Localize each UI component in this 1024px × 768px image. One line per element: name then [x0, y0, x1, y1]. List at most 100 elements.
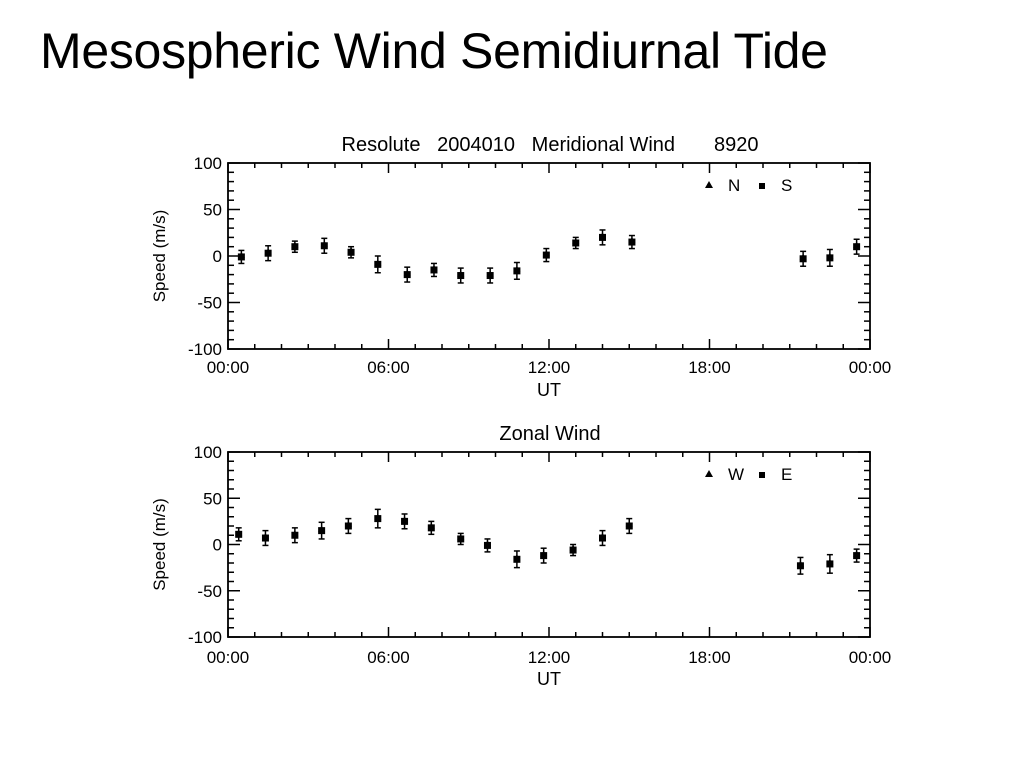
data-point — [599, 229, 606, 246]
y-tick-label: 100 — [194, 443, 222, 462]
slide-title: Mesospheric Wind Semidiurnal Tide — [40, 23, 828, 79]
triangle-marker — [374, 259, 382, 266]
triangle-marker — [261, 533, 269, 540]
triangle-marker — [853, 241, 861, 248]
legend-triangle-marker — [705, 181, 713, 188]
triangle-marker — [291, 530, 299, 537]
x-tick-label: 18:00 — [688, 358, 731, 377]
data-point — [853, 548, 861, 563]
chart-panel-1: Resolute 2004010 Meridional Wind 8920 00:… — [150, 134, 891, 400]
legend-label: W — [728, 465, 744, 484]
data-point — [799, 250, 807, 267]
data-point — [430, 262, 438, 278]
data-point — [427, 520, 435, 536]
legend-square-marker — [759, 183, 765, 189]
data-point — [344, 517, 352, 535]
triangle-marker — [483, 540, 491, 547]
triangle-marker — [235, 529, 243, 536]
y-tick-label: -100 — [188, 628, 222, 647]
data-point — [826, 248, 834, 267]
triangle-marker — [542, 250, 550, 257]
data-point — [401, 513, 409, 530]
data-point — [628, 234, 636, 250]
y-tick-label: 50 — [203, 201, 222, 220]
chart-title: Resolute 2004010 Meridional Wind 8920 — [342, 134, 759, 156]
triangle-marker — [430, 264, 438, 271]
data-point — [318, 521, 326, 540]
y-tick-label: -100 — [188, 340, 222, 359]
data-point — [374, 508, 382, 529]
data-point — [483, 538, 491, 553]
x-tick-label: 18:00 — [688, 648, 731, 667]
data-point — [796, 556, 804, 575]
y-tick-label: 0 — [213, 247, 222, 266]
data-point — [403, 266, 411, 283]
triangle-marker — [796, 560, 804, 567]
triangle-marker — [625, 521, 633, 527]
triangle-marker — [264, 248, 272, 255]
data-point — [457, 532, 465, 546]
data-point — [320, 237, 328, 254]
x-tick-label: 00:00 — [207, 358, 250, 377]
data-point — [457, 267, 465, 284]
triangle-marker — [374, 513, 382, 520]
chart-title: Zonal Wind — [499, 423, 600, 445]
x-tick-label: 06:00 — [367, 358, 410, 377]
triangle-marker — [599, 533, 606, 540]
x-tick-label: 00:00 — [207, 648, 250, 667]
triangle-marker — [513, 265, 521, 272]
data-point — [853, 238, 861, 255]
data-point — [625, 517, 633, 535]
data-point — [235, 527, 243, 542]
triangle-marker — [401, 516, 409, 523]
x-tick-label: 12:00 — [528, 648, 571, 667]
y-tick-label: 50 — [203, 489, 222, 508]
triangle-marker — [540, 550, 548, 557]
x-axis-label: UT — [537, 380, 561, 400]
triangle-marker — [628, 237, 636, 244]
y-tick-label: -50 — [197, 294, 222, 313]
data-point — [264, 245, 272, 262]
data-point — [291, 527, 299, 544]
x-tick-label: 00:00 — [849, 648, 892, 667]
triangle-marker — [344, 521, 352, 527]
data-point — [237, 249, 245, 265]
data-point — [347, 245, 355, 259]
triangle-marker — [569, 545, 577, 552]
legend-label: S — [781, 176, 792, 195]
triangle-marker — [826, 252, 834, 259]
triangle-marker — [237, 251, 245, 258]
data-point — [572, 236, 580, 250]
triangle-marker — [826, 558, 834, 565]
data-point — [540, 547, 548, 564]
y-tick-label: 0 — [213, 536, 222, 555]
x-tick-label: 00:00 — [849, 358, 892, 377]
data-point — [599, 529, 606, 547]
triangle-marker — [513, 554, 521, 561]
triangle-marker — [853, 550, 861, 557]
data-point — [542, 247, 550, 263]
triangle-marker — [427, 522, 435, 529]
triangle-marker — [457, 270, 465, 277]
y-tick-label: 100 — [194, 154, 222, 173]
legend-square-marker — [759, 472, 765, 478]
plot-frame — [227, 451, 871, 638]
data-point — [569, 543, 577, 557]
data-point — [374, 255, 382, 274]
triangle-marker — [572, 237, 580, 244]
triangle-marker — [599, 232, 606, 239]
data-point — [261, 529, 269, 547]
y-tick-label: -50 — [197, 582, 222, 601]
chart-panel-2: Zonal Wind 00:00 06:00 12:00 18:00 00:00 100 50… — [150, 423, 891, 689]
data-point — [826, 553, 834, 574]
triangle-marker — [457, 533, 465, 540]
triangle-marker — [403, 269, 411, 276]
legend-triangle-marker — [705, 470, 713, 477]
x-tick-label: 12:00 — [528, 358, 571, 377]
data-point — [291, 240, 299, 254]
triangle-marker — [799, 253, 807, 260]
triangle-marker — [291, 241, 299, 248]
x-tick-label: 06:00 — [367, 648, 410, 667]
triangle-marker — [318, 525, 326, 532]
